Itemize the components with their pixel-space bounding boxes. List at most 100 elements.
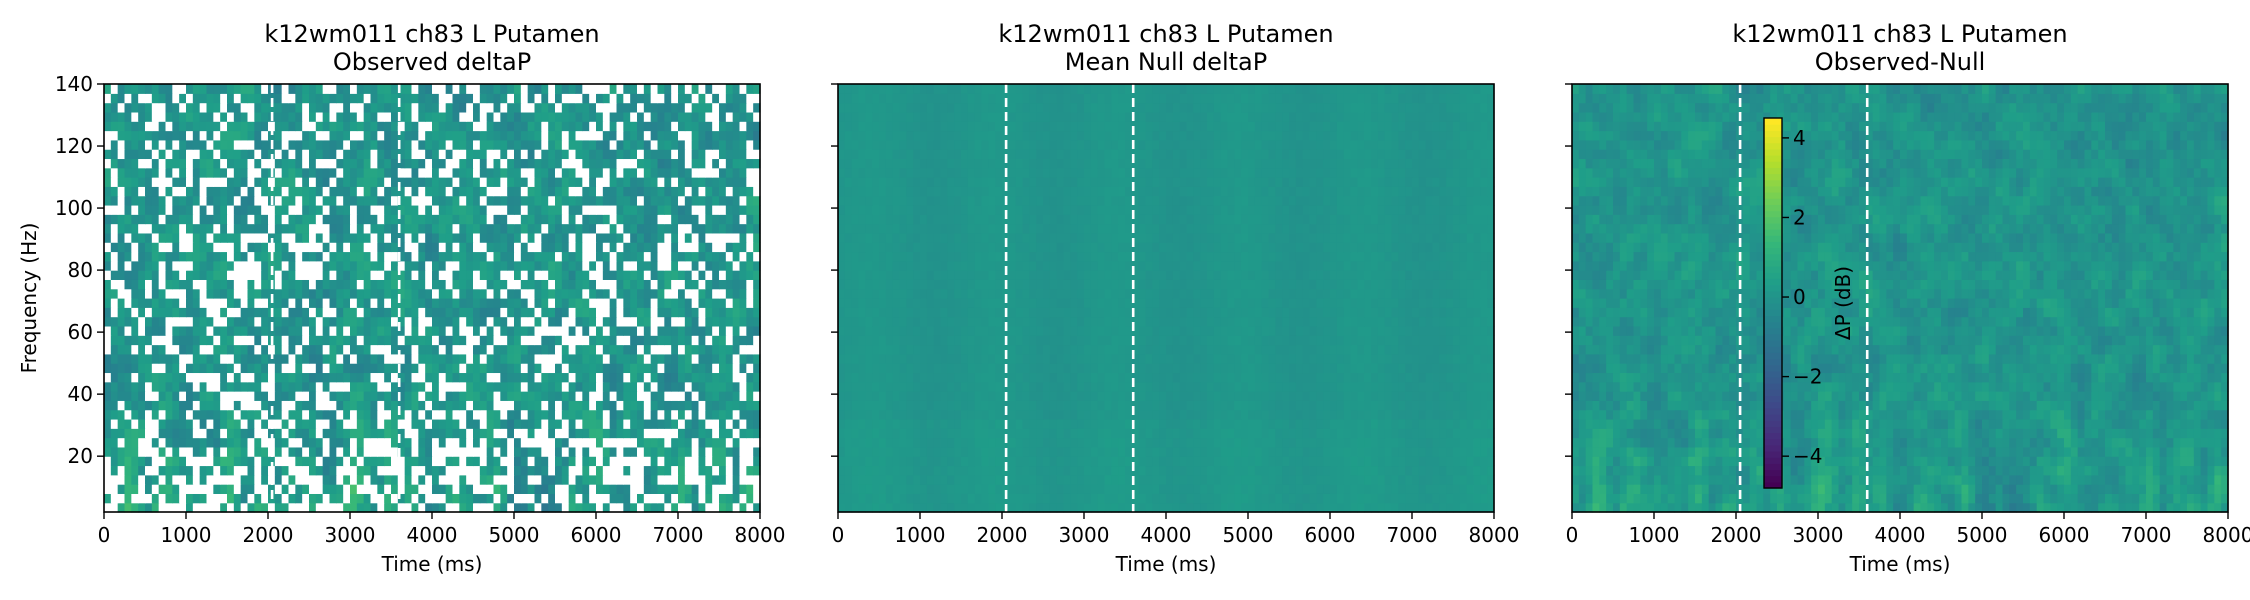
heatmap-cell [425, 325, 433, 336]
heatmap-cell [233, 130, 242, 141]
heatmap-cell [479, 456, 488, 467]
heatmap-cell [589, 353, 597, 364]
heatmap-cell [698, 232, 706, 243]
heatmap-cell [281, 195, 290, 206]
heatmap-cell [643, 381, 652, 392]
heatmap-cell [172, 493, 180, 504]
heatmap-cell [295, 363, 303, 374]
heatmap-cell [678, 270, 686, 280]
heatmap-cell [479, 363, 488, 374]
heatmap-cell [281, 418, 290, 429]
heatmap-cell [124, 456, 132, 467]
heatmap-cell [520, 260, 529, 271]
heatmap-cell [295, 260, 303, 271]
heatmap-cell [432, 353, 440, 364]
heatmap-cell [1384, 465, 1393, 476]
heatmap-cell [746, 344, 754, 355]
heatmap-cell [356, 214, 365, 225]
heatmap-cell [179, 84, 187, 94]
heatmap-cell [555, 391, 563, 401]
heatmap-cell [664, 167, 672, 178]
heatmap-cell [568, 167, 577, 178]
heatmap-cell [616, 363, 624, 374]
heatmap-cell [637, 93, 645, 104]
heatmap-cell [343, 325, 351, 336]
heatmap-cell [643, 372, 652, 383]
heatmap-cell [609, 251, 618, 262]
heatmap-cell [220, 102, 228, 113]
heatmap-cell [678, 130, 686, 141]
heatmap-cell [678, 177, 686, 187]
heatmap-cell [555, 102, 563, 113]
heatmap-cell [725, 223, 734, 234]
heatmap-cell [746, 335, 754, 346]
heatmap-cell [179, 288, 187, 299]
heatmap-cell [596, 121, 604, 132]
heatmap-cell [302, 121, 310, 132]
heatmap-cell [739, 474, 747, 485]
heatmap-cell [534, 446, 542, 457]
heatmap-cell [1111, 493, 1119, 504]
heatmap-cell [616, 232, 624, 243]
heatmap-cell [650, 204, 659, 215]
heatmap-cell [561, 204, 570, 215]
heatmap-cell [609, 214, 618, 225]
heatmap-cell [438, 270, 447, 280]
heatmap-cell [350, 204, 358, 215]
heatmap-cell [1200, 474, 1208, 485]
heatmap-cell [698, 288, 706, 299]
heatmap-cell [657, 288, 665, 299]
heatmap-cell [684, 204, 693, 215]
heatmap-cell [568, 335, 577, 346]
heatmap-cell [117, 344, 126, 355]
heatmap-cell [739, 177, 747, 187]
heatmap-cell [493, 102, 501, 113]
heatmap-cell [719, 214, 727, 225]
heatmap-cell [104, 484, 112, 494]
heatmap-cell [411, 121, 419, 132]
heatmap-cell [274, 270, 283, 280]
heatmap-cell [541, 418, 549, 429]
heatmap-cell [404, 279, 413, 290]
heatmap-cell [1412, 474, 1420, 485]
heatmap-cell [199, 130, 208, 141]
heatmap-cell [288, 242, 296, 253]
heatmap-cell [138, 502, 146, 513]
heatmap-cell [411, 223, 419, 234]
heatmap-cell [158, 493, 167, 504]
heatmap-cell [466, 93, 474, 104]
heatmap-cell [657, 279, 665, 290]
heatmap-cell [657, 484, 665, 494]
heatmap-cell [712, 93, 720, 104]
heatmap-cell [637, 484, 645, 494]
heatmap-cell [432, 502, 440, 513]
heatmap-cell [514, 316, 522, 327]
heatmap-cell [746, 167, 754, 178]
heatmap-cell [1015, 465, 1024, 476]
heatmap-cell [418, 418, 426, 429]
heatmap-cell [391, 363, 399, 374]
heatmap-cell [459, 84, 467, 94]
heatmap-cell [172, 279, 180, 290]
heatmap-cell [602, 316, 611, 327]
heatmap-cell [377, 93, 385, 104]
heatmap-cell [678, 111, 686, 122]
heatmap-cell [753, 456, 761, 467]
heatmap-cell [630, 139, 638, 150]
heatmap-cell [322, 400, 331, 411]
heatmap-cell [377, 214, 385, 225]
heatmap-cell [220, 93, 228, 104]
heatmap-cell [363, 102, 372, 113]
heatmap-cell [315, 335, 324, 346]
heatmap-cell [220, 279, 228, 290]
heatmap-cell [1111, 484, 1119, 494]
heatmap-cell [438, 400, 447, 411]
heatmap-cell [527, 391, 536, 401]
heatmap-cell [343, 149, 351, 160]
heatmap-cell [466, 177, 474, 187]
heatmap-cell [1309, 493, 1317, 504]
heatmap-cell [555, 204, 563, 215]
heatmap-cell [172, 93, 180, 104]
heatmap-cell [712, 456, 720, 467]
heatmap-cell [254, 251, 262, 262]
